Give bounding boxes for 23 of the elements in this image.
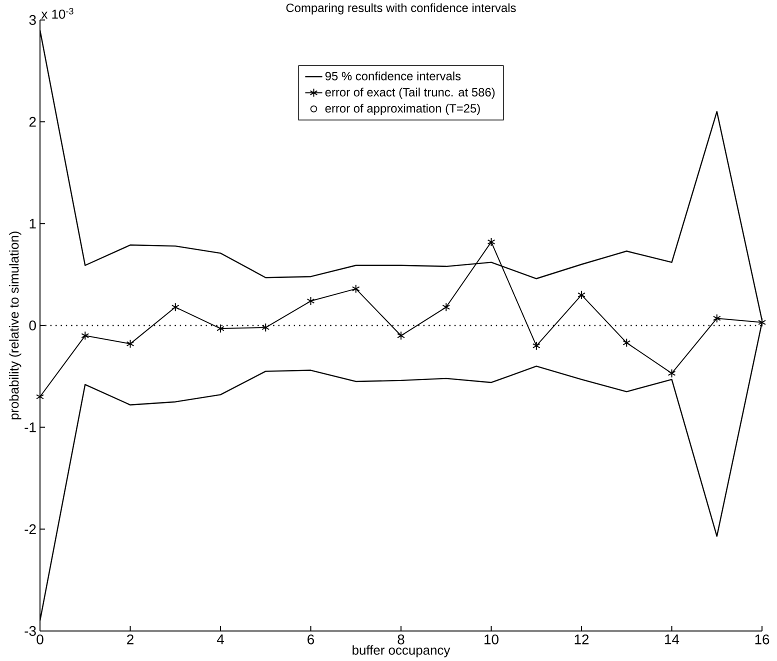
x-tick-label: 8: [398, 634, 404, 645]
text: x 10$^{-3}$: [41, 8, 74, 19]
x-axis-title: buffer occupancy: [352, 645, 450, 658]
x-tick-label: 10: [484, 634, 498, 645]
x-tick-label: 14: [665, 634, 680, 644]
y-tick-label: 2: [29, 117, 36, 127]
y-tick-label: -3: [24, 626, 36, 636]
x-tick-label: 4: [216, 634, 224, 644]
y-tick-label: 1: [30, 219, 36, 229]
y-axis-title: probability (relative to simulation): [9, 232, 22, 420]
y-tick-label: -1: [24, 422, 36, 432]
legend-label: 95 % confidence intervals: [325, 72, 461, 81]
x-tick-label: 2: [127, 634, 134, 644]
x-tick-label: 12: [574, 634, 589, 644]
x-tick-label: 6: [308, 634, 314, 645]
legend-label: error of approximation (T=25): [325, 104, 480, 116]
y-tick-label: 0: [29, 320, 36, 331]
y-tick-label: -2: [24, 524, 36, 534]
x-tick-label: 16: [755, 634, 770, 645]
legend-label: error of exact (Tail trunc. at 586): [325, 88, 495, 100]
y-tick-label: 3: [29, 15, 36, 26]
x-tick-label: 0: [36, 634, 44, 645]
chart-title: Comparing results with confidence intervals: [286, 4, 516, 15]
